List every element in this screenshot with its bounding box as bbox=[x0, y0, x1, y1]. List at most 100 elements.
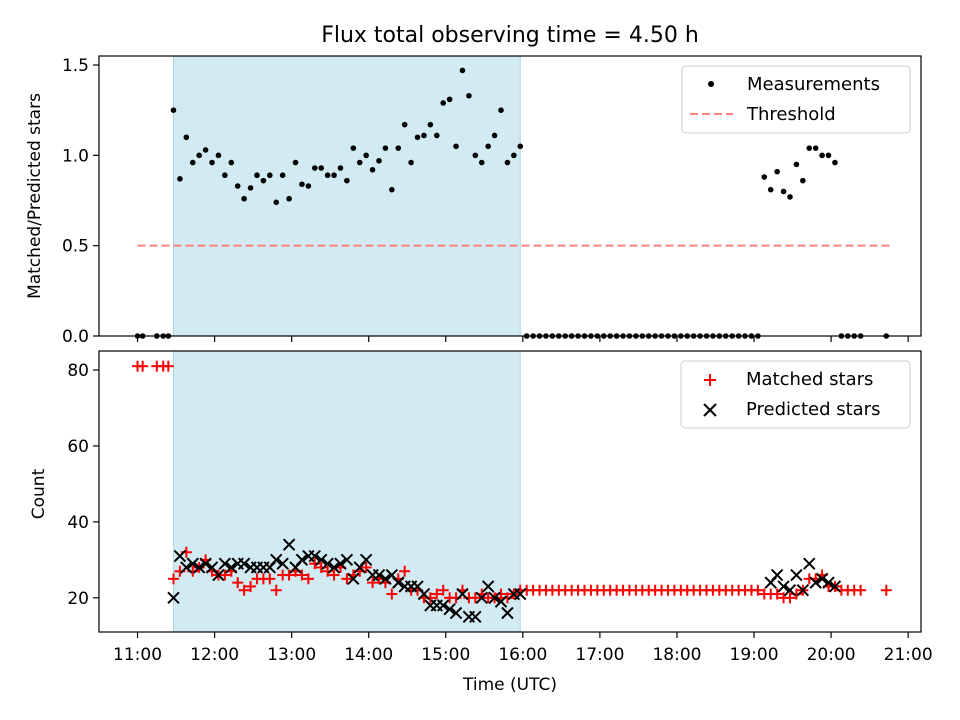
predicted-star-point bbox=[186, 557, 199, 570]
y-tick-label: 0.0 bbox=[62, 327, 89, 347]
count-legend-box bbox=[680, 360, 911, 429]
measurement-point bbox=[189, 159, 196, 166]
predicted-star-point bbox=[237, 557, 251, 570]
predicted-star-point bbox=[314, 553, 328, 567]
measurement-point bbox=[408, 159, 414, 166]
predicted-star-point bbox=[828, 580, 842, 593]
measurement-point bbox=[440, 100, 447, 106]
predicted-star-point bbox=[218, 557, 232, 570]
predicted-star-point bbox=[295, 553, 309, 567]
measurement-point bbox=[234, 183, 241, 189]
measurement-point bbox=[215, 152, 222, 159]
matched-star-point bbox=[360, 561, 372, 573]
measurement-point bbox=[793, 161, 800, 168]
matched-star-point bbox=[855, 584, 867, 596]
measurement-point bbox=[311, 165, 318, 171]
measurement-point bbox=[196, 152, 202, 159]
predicted-star-point bbox=[392, 576, 405, 589]
matched-star-point bbox=[137, 360, 149, 372]
predicted-star-point bbox=[276, 557, 289, 570]
measurement-point bbox=[511, 152, 517, 159]
x-tick-label: 18:00 bbox=[652, 645, 701, 665]
predicted-star-point bbox=[417, 587, 431, 601]
predicted-star-point bbox=[192, 561, 206, 574]
matched-star-point bbox=[367, 577, 379, 589]
predicted-star-point bbox=[790, 568, 803, 582]
matched-star-point bbox=[771, 588, 783, 600]
matched-star-point bbox=[386, 588, 398, 600]
measurement-point bbox=[401, 121, 408, 128]
measurement-point bbox=[421, 132, 427, 139]
predicted-star-point bbox=[494, 595, 508, 608]
count-axes-frame bbox=[98, 350, 922, 633]
measurement-point bbox=[382, 145, 389, 151]
predicted-star-point bbox=[803, 557, 816, 570]
predicted-star-point bbox=[456, 587, 469, 601]
matched-star-point bbox=[232, 577, 244, 589]
count-y-axis-label: Count bbox=[29, 468, 49, 519]
ratio-panel: 0.0 0.5 1.0 1.5 Matched/Predicted stars Mea… bbox=[25, 55, 922, 347]
measurement-point bbox=[260, 177, 267, 184]
x-tick-label: 20:00 bbox=[807, 645, 856, 665]
measurement-point bbox=[279, 172, 286, 179]
measurement-point bbox=[806, 145, 813, 151]
predicted-star-point bbox=[308, 549, 321, 563]
measurement-point bbox=[222, 172, 228, 179]
matched-star-point bbox=[283, 569, 295, 581]
predicted-star-point bbox=[180, 561, 193, 574]
x-tick-label: 16:00 bbox=[498, 645, 547, 665]
measurement-point bbox=[202, 147, 209, 153]
measurement-point bbox=[247, 185, 254, 191]
measurement-point bbox=[517, 143, 524, 150]
measurement-point bbox=[241, 195, 247, 202]
measurement-point bbox=[267, 172, 273, 179]
measurement-point bbox=[761, 174, 768, 180]
predicted-star-point bbox=[469, 610, 482, 624]
predicted-star-point bbox=[815, 572, 829, 586]
predicted-star-point bbox=[270, 553, 283, 567]
measurement-point bbox=[292, 159, 299, 166]
matched-star-point bbox=[302, 573, 314, 585]
matched-star-point bbox=[245, 580, 257, 592]
predicted-star-point bbox=[372, 568, 386, 582]
measurement-point bbox=[324, 172, 331, 179]
measurement-point bbox=[318, 165, 324, 171]
measurement-point bbox=[299, 181, 305, 188]
x-axis-label: Time (UTC) bbox=[462, 675, 557, 695]
matched-star-point bbox=[238, 584, 250, 596]
y-tick-label: 20 bbox=[67, 589, 89, 609]
predicted-star-point bbox=[437, 599, 450, 612]
x-tick-label: 14:00 bbox=[344, 645, 393, 665]
predicted-star-point bbox=[340, 553, 354, 567]
predicted-star-point bbox=[809, 576, 822, 589]
predicted-star-point bbox=[327, 561, 341, 574]
measurement-point bbox=[498, 107, 504, 113]
matched-star-point bbox=[296, 569, 308, 581]
measurement-point bbox=[812, 145, 819, 151]
measurement-point bbox=[504, 159, 511, 166]
predicted-star-point bbox=[488, 591, 501, 605]
legend-predicted-marker bbox=[703, 403, 717, 417]
measurement-point bbox=[478, 159, 485, 166]
legend-measurements-label: Measurements bbox=[747, 74, 880, 95]
measurement-point bbox=[331, 172, 337, 179]
predicted-star-point bbox=[347, 572, 360, 586]
measurement-point bbox=[472, 152, 479, 159]
measurement-point bbox=[485, 143, 491, 150]
measurement-point bbox=[273, 199, 280, 206]
measurement-point bbox=[491, 132, 498, 139]
predicted-star-point bbox=[475, 591, 488, 605]
measurement-point bbox=[183, 134, 190, 141]
x-tick-label: 11:00 bbox=[113, 645, 162, 665]
predicted-star-point bbox=[212, 568, 225, 582]
measurement-point bbox=[363, 152, 369, 159]
count-legend: Matched stars Predicted stars bbox=[680, 360, 911, 429]
measurement-point bbox=[774, 168, 780, 175]
predicted-star-point bbox=[822, 576, 835, 589]
measurement-point bbox=[337, 165, 344, 171]
measurement-point bbox=[369, 167, 376, 173]
x-tick-label: 17:00 bbox=[575, 645, 624, 665]
measurement-point bbox=[344, 177, 350, 184]
